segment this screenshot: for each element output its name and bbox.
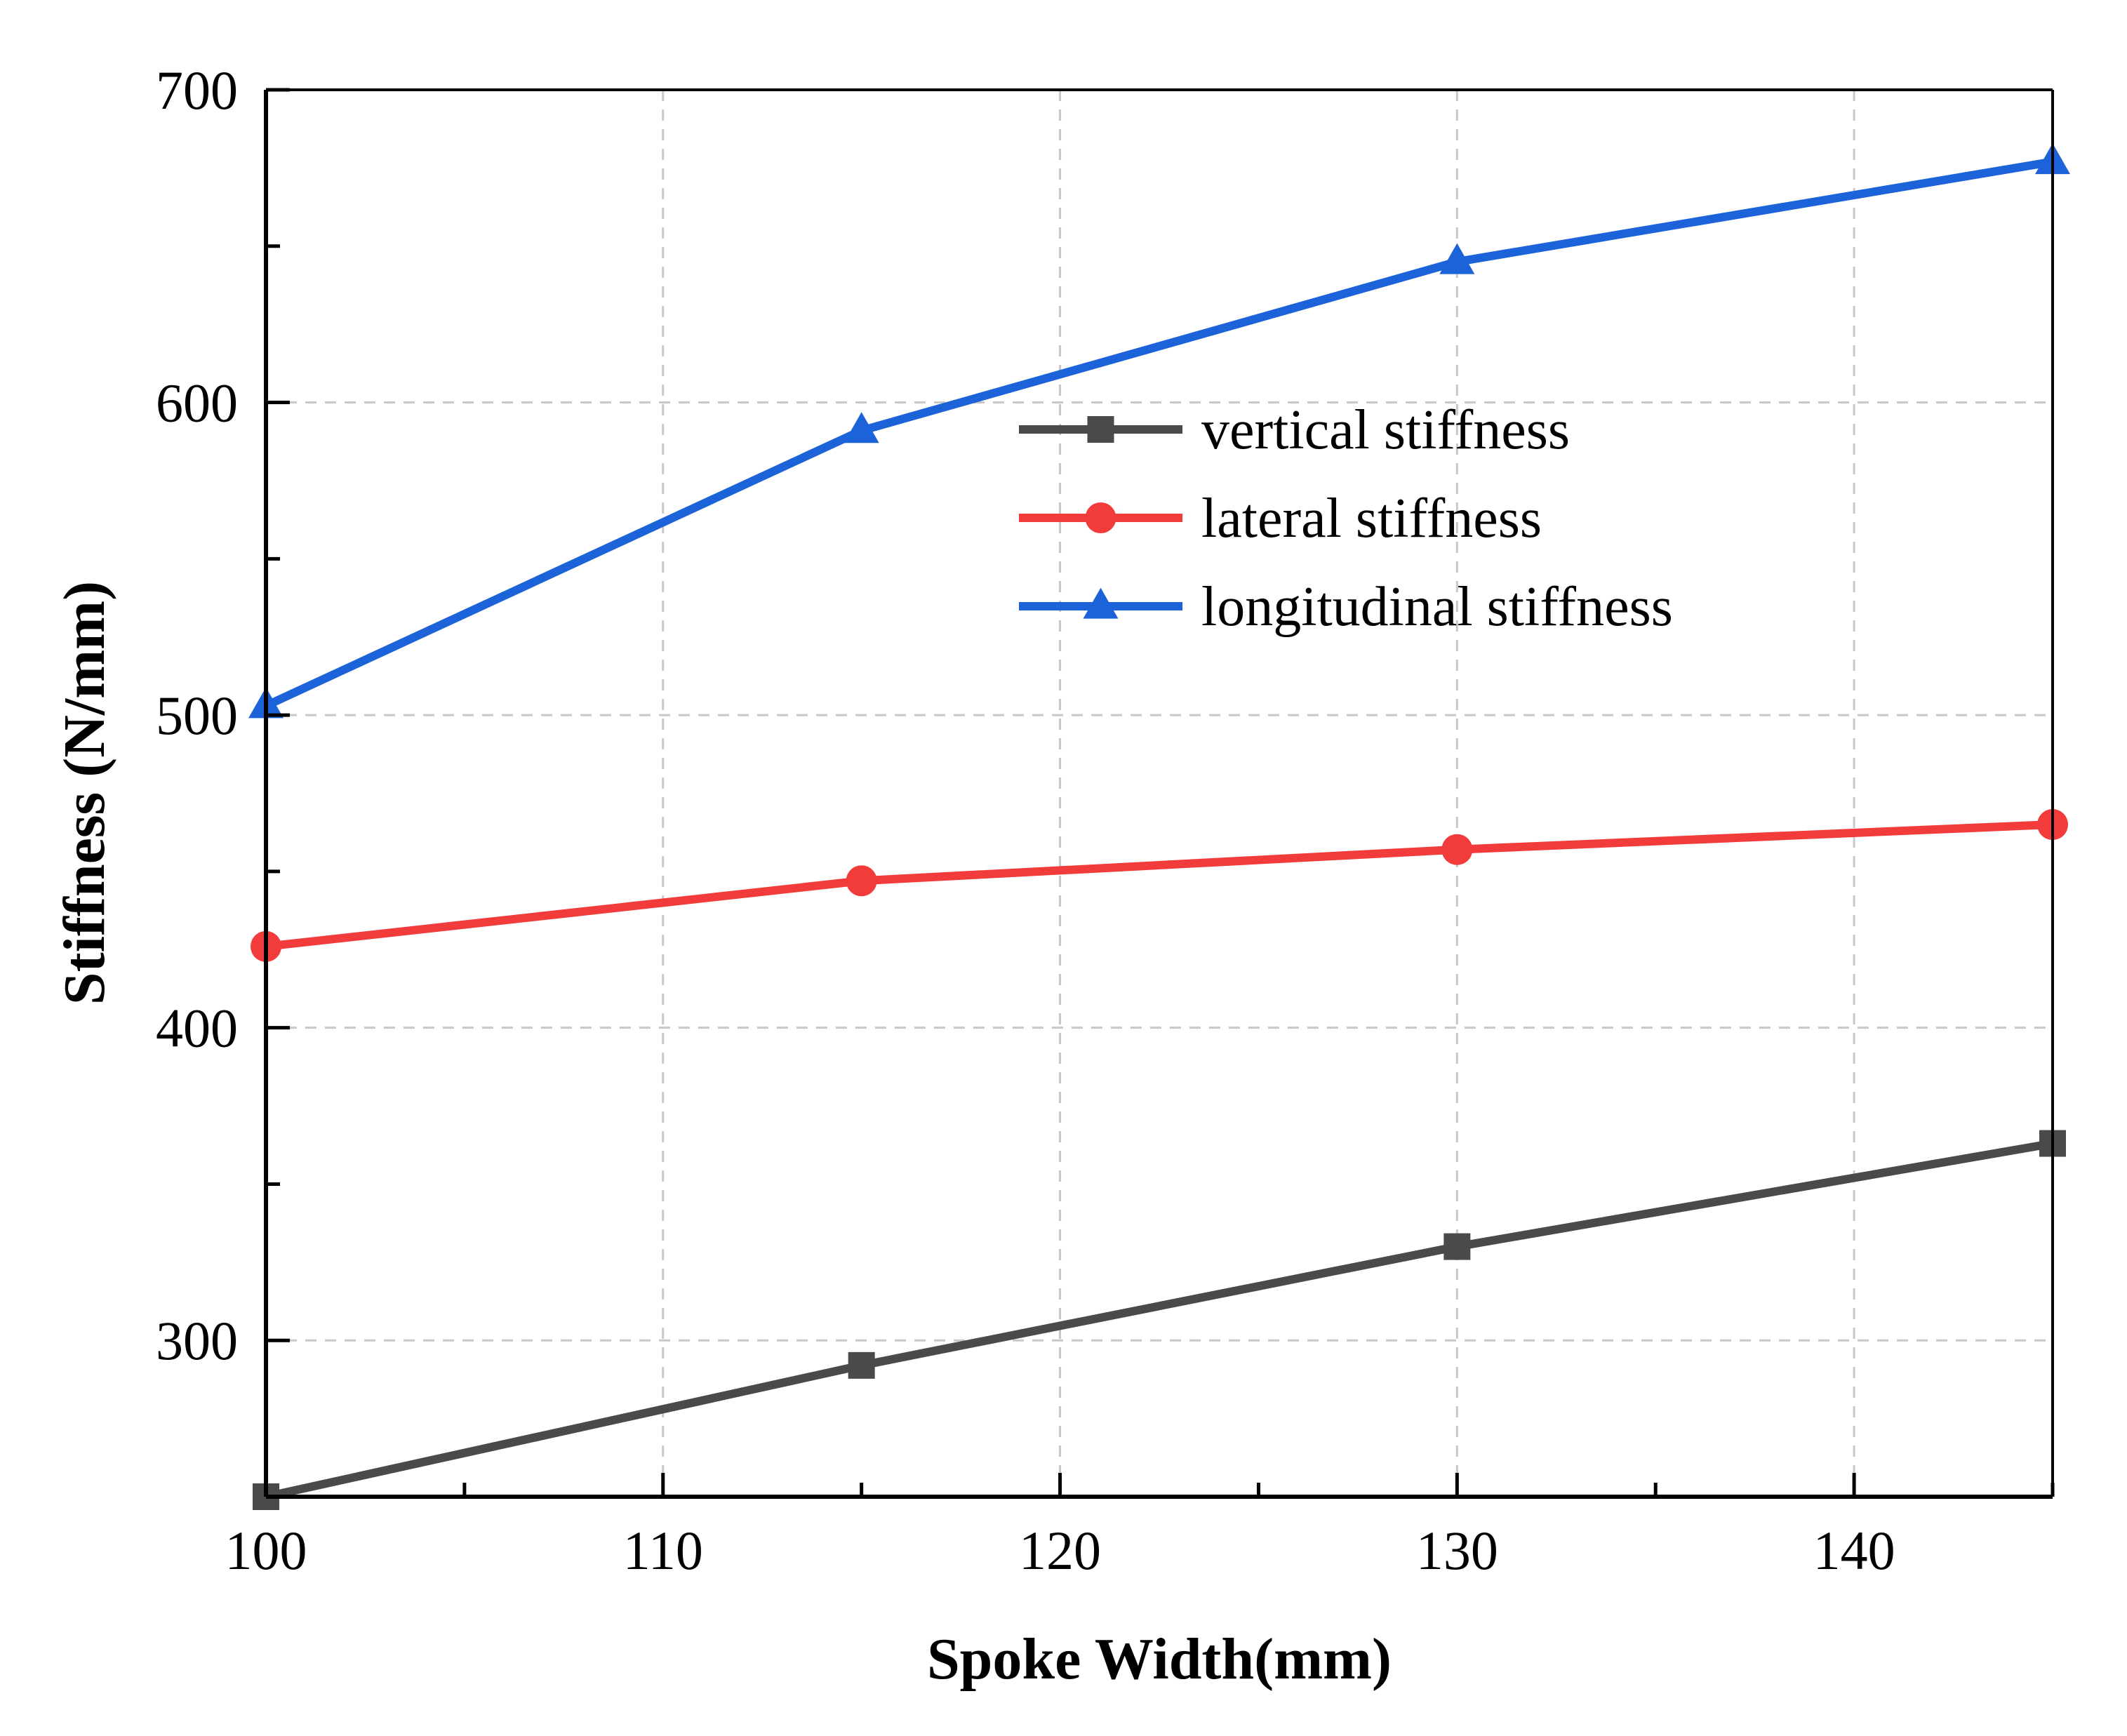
x-tick-label: 100: [225, 1520, 307, 1581]
legend-label: longitudinal stiffness: [1201, 576, 1673, 638]
series-layer: [248, 143, 2070, 1510]
series-0: [253, 1130, 2066, 1510]
series-line: [265, 1139, 2054, 1501]
legend-marker: [1087, 416, 1114, 443]
data-point-marker: [1443, 1233, 1471, 1260]
x-tick-label: 110: [623, 1520, 703, 1581]
data-point-marker: [846, 865, 877, 897]
data-point-marker: [848, 1351, 875, 1379]
legend: vertical stiffness lateral stiffness longi…: [1019, 399, 1673, 638]
series-line: [265, 820, 2053, 951]
x-tick-label: 120: [1019, 1520, 1101, 1581]
legend-entry: longitudinal stiffness: [1019, 576, 1673, 638]
legend-label: vertical stiffness: [1201, 399, 1570, 461]
legend-label: lateral stiffness: [1201, 488, 1542, 549]
grid: [266, 90, 2053, 1497]
legend-entry: lateral stiffness: [1019, 488, 1542, 549]
y-tick-label: 700: [156, 60, 238, 121]
series-1: [251, 809, 2068, 962]
data-point-marker: [1439, 243, 1475, 274]
series-line: [264, 157, 2053, 710]
y-tick-label: 400: [156, 998, 238, 1059]
legend-entry: vertical stiffness: [1019, 399, 1570, 461]
x-tick-label: 140: [1813, 1520, 1895, 1581]
legend-marker: [1085, 502, 1116, 533]
x-axis-title: Spoke Width(mm): [927, 1627, 1392, 1692]
y-axis-title: Stiffness (N/mm): [52, 581, 117, 1005]
data-point-marker: [1441, 834, 1473, 865]
axes: [264, 88, 2055, 1499]
data-point-marker: [844, 412, 879, 443]
tick-labels: 100 110 120 130 140 300 400 500 600 700: [156, 60, 1895, 1581]
x-tick-label: 130: [1416, 1520, 1498, 1581]
y-tick-label: 600: [156, 373, 238, 434]
legend-marker: [1083, 587, 1119, 619]
y-tick-label: 500: [156, 685, 238, 746]
y-tick-label: 300: [156, 1310, 238, 1371]
